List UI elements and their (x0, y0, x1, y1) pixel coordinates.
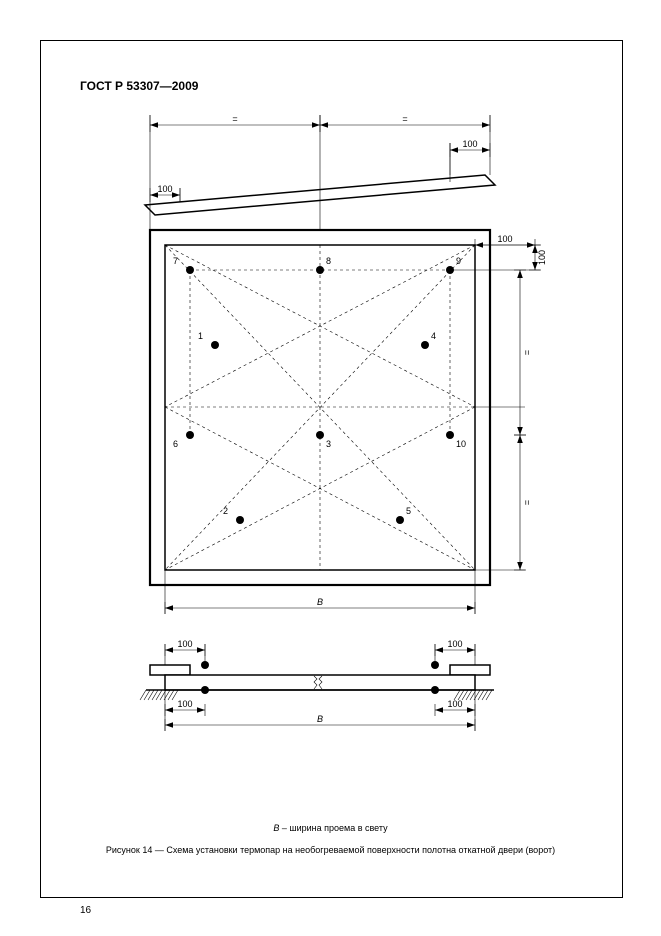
svg-text:B: B (317, 597, 323, 607)
svg-text:=: = (402, 114, 407, 124)
svg-text:9: 9 (456, 256, 461, 266)
svg-text:8: 8 (326, 256, 331, 266)
svg-text:6: 6 (173, 439, 178, 449)
svg-text:1: 1 (198, 331, 203, 341)
svg-text:100: 100 (447, 639, 462, 649)
page-number: 16 (80, 905, 91, 916)
figure-caption: Рисунок 14 — Схема установки термопар на… (0, 845, 661, 857)
svg-text:10: 10 (456, 439, 466, 449)
svg-text:100: 100 (497, 234, 512, 244)
svg-text:=: = (522, 500, 532, 505)
svg-text:100: 100 (157, 184, 172, 194)
legend-text: – ширина проема в свету (279, 823, 387, 833)
legend: В – ширина проема в свету (0, 823, 661, 833)
svg-text:100: 100 (537, 250, 547, 265)
svg-text:3: 3 (326, 439, 331, 449)
document-header: ГОСТ Р 53307—2009 (80, 79, 198, 93)
svg-text:4: 4 (431, 331, 436, 341)
svg-text:5: 5 (406, 506, 411, 516)
svg-text:=: = (232, 114, 237, 124)
svg-text:B: B (317, 714, 323, 724)
svg-text:7: 7 (173, 256, 178, 266)
svg-text:100: 100 (177, 639, 192, 649)
svg-text:100: 100 (462, 139, 477, 149)
figure-14: 1 2 3 4 5 6 7 8 9 10 = = 100 100 100 100 = = B 100 100 100 100… (60, 110, 600, 815)
svg-text:2: 2 (223, 506, 228, 516)
svg-text:=: = (522, 350, 532, 355)
svg-text:100: 100 (447, 699, 462, 709)
svg-text:100: 100 (177, 699, 192, 709)
